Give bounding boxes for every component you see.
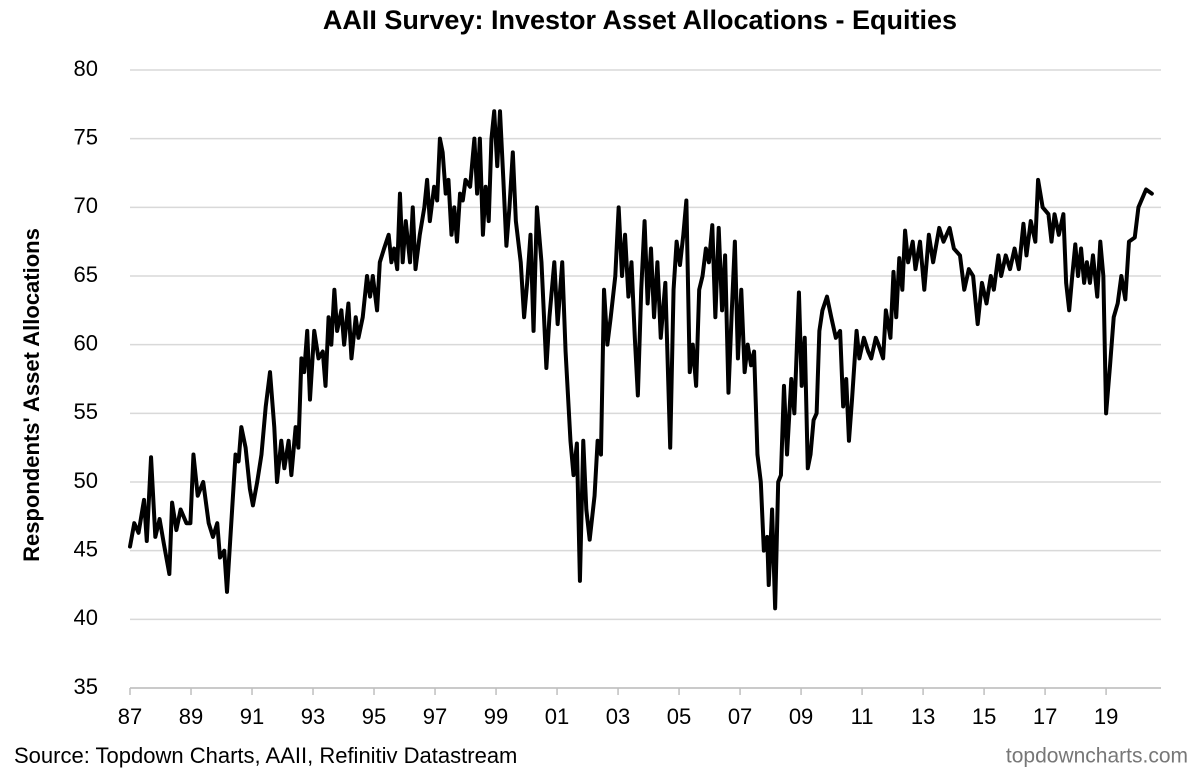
x-tick-label: 99: [484, 704, 508, 729]
x-tick-label: 91: [240, 704, 264, 729]
y-tick-label: 35: [74, 674, 98, 699]
y-tick-label: 55: [74, 399, 98, 424]
x-tick-label: 93: [301, 704, 325, 729]
x-tick-label: 95: [362, 704, 386, 729]
x-tick-label: 87: [118, 704, 142, 729]
watermark: topdowncharts.com: [1006, 745, 1188, 768]
x-tick-label: 01: [545, 704, 569, 729]
y-tick-label: 40: [74, 605, 98, 630]
y-tick-label: 50: [74, 468, 98, 493]
x-tick-label: 17: [1033, 704, 1057, 729]
y-tick-label: 60: [74, 330, 98, 355]
x-tick-label: 05: [667, 704, 691, 729]
x-tick-label: 09: [789, 704, 813, 729]
y-tick-label: 75: [74, 124, 98, 149]
x-tick-label: 19: [1094, 704, 1118, 729]
chart-title: AAII Survey: Investor Asset Allocations …: [323, 5, 957, 35]
x-tick-label: 13: [911, 704, 935, 729]
x-tick-label: 03: [606, 704, 630, 729]
y-tick-label: 70: [74, 193, 98, 218]
source-note: Source: Topdown Charts, AAII, Refinitiv …: [14, 743, 517, 768]
x-tick-label: 89: [179, 704, 203, 729]
x-tick-label: 11: [851, 704, 874, 729]
x-tick-label: 15: [972, 704, 996, 729]
y-tick-label: 80: [74, 56, 98, 81]
x-tick-label: 97: [423, 704, 447, 729]
data-line: [128, 109, 1154, 611]
y-axis-label: Respondents' Asset Allocations: [19, 228, 44, 562]
y-tick-label: 65: [74, 262, 98, 287]
y-tick-label: 45: [74, 536, 98, 561]
x-tick-label: 07: [728, 704, 752, 729]
